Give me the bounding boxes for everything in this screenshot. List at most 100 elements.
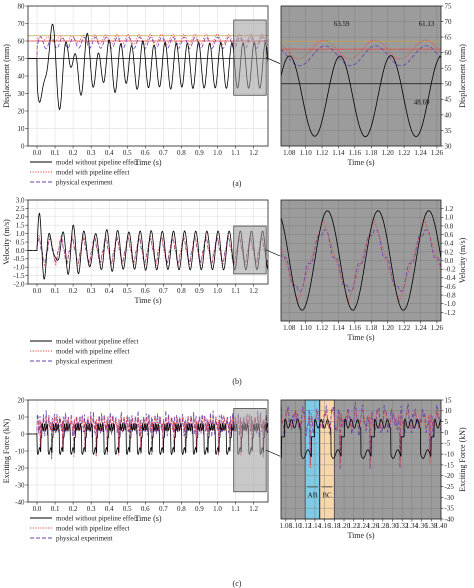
x-tick-label: 1.30: [386, 522, 399, 530]
x-tick-label: 0.3: [87, 505, 96, 513]
region-label: AB: [308, 492, 318, 500]
x-tick-label: 0.3: [87, 287, 96, 295]
x-tick-label: 1.1: [231, 149, 240, 157]
legend-label: model without pipeline effect: [56, 515, 139, 523]
y-tick-label: 80: [18, 2, 26, 10]
y-tick-label: 10: [445, 407, 453, 415]
legend-label: physical experiment: [56, 358, 113, 366]
y-tick-label: 3.0: [16, 196, 25, 204]
x-tick-label: 0.4: [105, 149, 114, 157]
y-tick-label: -0.2: [445, 266, 457, 274]
y-tick-label: 5: [445, 418, 449, 426]
x-tick-label: 1.16: [319, 522, 332, 530]
x-tick-label: 0.0: [33, 287, 42, 295]
x-tick-label: 0.6: [141, 505, 150, 513]
y-tick-label: -0.6: [445, 283, 457, 291]
x-tick-label: 0.7: [159, 287, 168, 295]
y-tick-label: -10: [15, 447, 25, 455]
x-tick-label: 1.2: [249, 505, 258, 513]
x-axis-label: Time (s): [347, 333, 374, 342]
y-tick-label: 0.4: [445, 240, 454, 248]
x-tick-label: 1.16: [349, 324, 362, 332]
y-tick-label: 1.0: [16, 230, 25, 238]
x-tick-label: 1.18: [328, 522, 341, 530]
panel-a-right: 1.08 1.10 1.12 1.14 1.16 1.18 1.20 1.22 1.24 1.26…: [280, 2, 467, 167]
x-tick-label: 0.9: [195, 287, 204, 295]
x-tick-label: 0.3: [87, 149, 96, 157]
series-line-0: [281, 210, 441, 311]
x-tick-label: 1.40: [435, 522, 448, 530]
x-tick-label: 0.5: [123, 149, 132, 157]
x-tick-label: 1.08: [283, 324, 296, 332]
x-tick-label: 1.10: [289, 522, 302, 530]
y-tick-label: 55: [445, 65, 453, 73]
y-tick-label: -10: [445, 450, 455, 458]
y-tick-label: 75: [445, 2, 453, 10]
legend-label: physical experiment: [56, 179, 113, 187]
series-line-0: [28, 422, 268, 456]
legend: model without pipeline effect model with …: [30, 515, 139, 543]
y-tick-label: -0.8: [445, 291, 457, 299]
series-line-1: [281, 39, 441, 60]
x-tick-label: 1.12: [316, 324, 329, 332]
x-tick-label: 0.4: [105, 287, 114, 295]
x-tick-label: 1.10: [299, 149, 312, 157]
series-line-0: [28, 212, 268, 280]
y-axis-label: Exciting Force (kN): [458, 427, 467, 492]
y-tick-label: 10: [18, 413, 26, 421]
y-tick-label: 1.0: [445, 214, 454, 222]
x-tick-label: 1.12: [316, 149, 329, 157]
series-line-0: [281, 55, 441, 138]
x-tick-label: 1.10: [299, 324, 312, 332]
x-tick-label: 1.38: [425, 522, 438, 530]
y-tick-label: -40: [445, 515, 455, 523]
y-tick-label: 70: [445, 18, 453, 26]
y-tick-label: 0: [21, 430, 25, 438]
x-tick-label: 1.18: [365, 149, 378, 157]
panel-caption: (c): [233, 579, 242, 588]
y-tick-label: -25: [445, 483, 455, 491]
x-tick-label: 1.14: [332, 149, 345, 157]
x-axis-label: Time (s): [134, 158, 161, 167]
y-tick-label: -1.2: [445, 309, 457, 317]
series-line-1: [28, 33, 268, 59]
zoom-arrow: [266, 57, 281, 64]
legend: model without pipeline effect model with …: [30, 159, 139, 187]
panel-caption: (a): [233, 179, 242, 188]
panel-b-left: 0.0 0.1 0.2 0.3 0.4 0.5 0.6 0.7 0.8 0.9 1.0 1.1 1.2 -…: [2, 196, 281, 305]
y-axis-label: Velocity (m/s): [458, 237, 467, 283]
y-tick-label: 20: [18, 107, 26, 115]
x-tick-label: 0.1: [51, 149, 60, 157]
plot-frame: [280, 399, 442, 520]
series-line-0: [281, 419, 441, 459]
y-tick-label: -1.5: [13, 272, 25, 280]
y-tick-label: -0.5: [13, 255, 25, 263]
y-tick-label: 0: [445, 429, 449, 437]
panel-caption: (b): [232, 377, 242, 386]
x-tick-label: 0.0: [33, 505, 42, 513]
y-axis-label: Displacement (mm): [2, 44, 11, 108]
x-tick-label: 1.22: [398, 324, 411, 332]
legend-label: model without pipeline effect: [56, 338, 139, 346]
y-tick-label: 0.0: [16, 247, 25, 255]
x-tick-label: 0.2: [69, 287, 78, 295]
y-tick-label: -5: [445, 440, 451, 448]
y-axis-label: Exciting Force (kN): [2, 418, 11, 483]
x-tick-label: 0.2: [69, 505, 78, 513]
y-tick-label: -15: [445, 461, 455, 469]
panel-a-left: 0.0 0.1 0.2 0.3 0.4 0.5 0.6 0.7 0.8 0.9 1.0 1.1 1.2 0…: [2, 2, 281, 167]
y-axis-label: Velocity (m/s): [2, 219, 11, 265]
legend-label: model with pipeline effect: [56, 169, 130, 177]
y-tick-label: -1.0: [445, 300, 457, 308]
zoom-arrow: [266, 449, 281, 457]
y-tick-label: 70: [18, 20, 26, 28]
y-tick-label: 0: [21, 142, 25, 150]
x-tick-label: 0.8: [177, 287, 186, 295]
y-tick-label: 50: [445, 80, 453, 88]
y-tick-label: -35: [445, 505, 455, 513]
legend-label: physical experiment: [56, 535, 113, 543]
x-tick-label: 0.7: [159, 149, 168, 157]
x-tick-label: 1.08: [280, 522, 293, 530]
x-tick-label: 1.24: [414, 149, 427, 157]
